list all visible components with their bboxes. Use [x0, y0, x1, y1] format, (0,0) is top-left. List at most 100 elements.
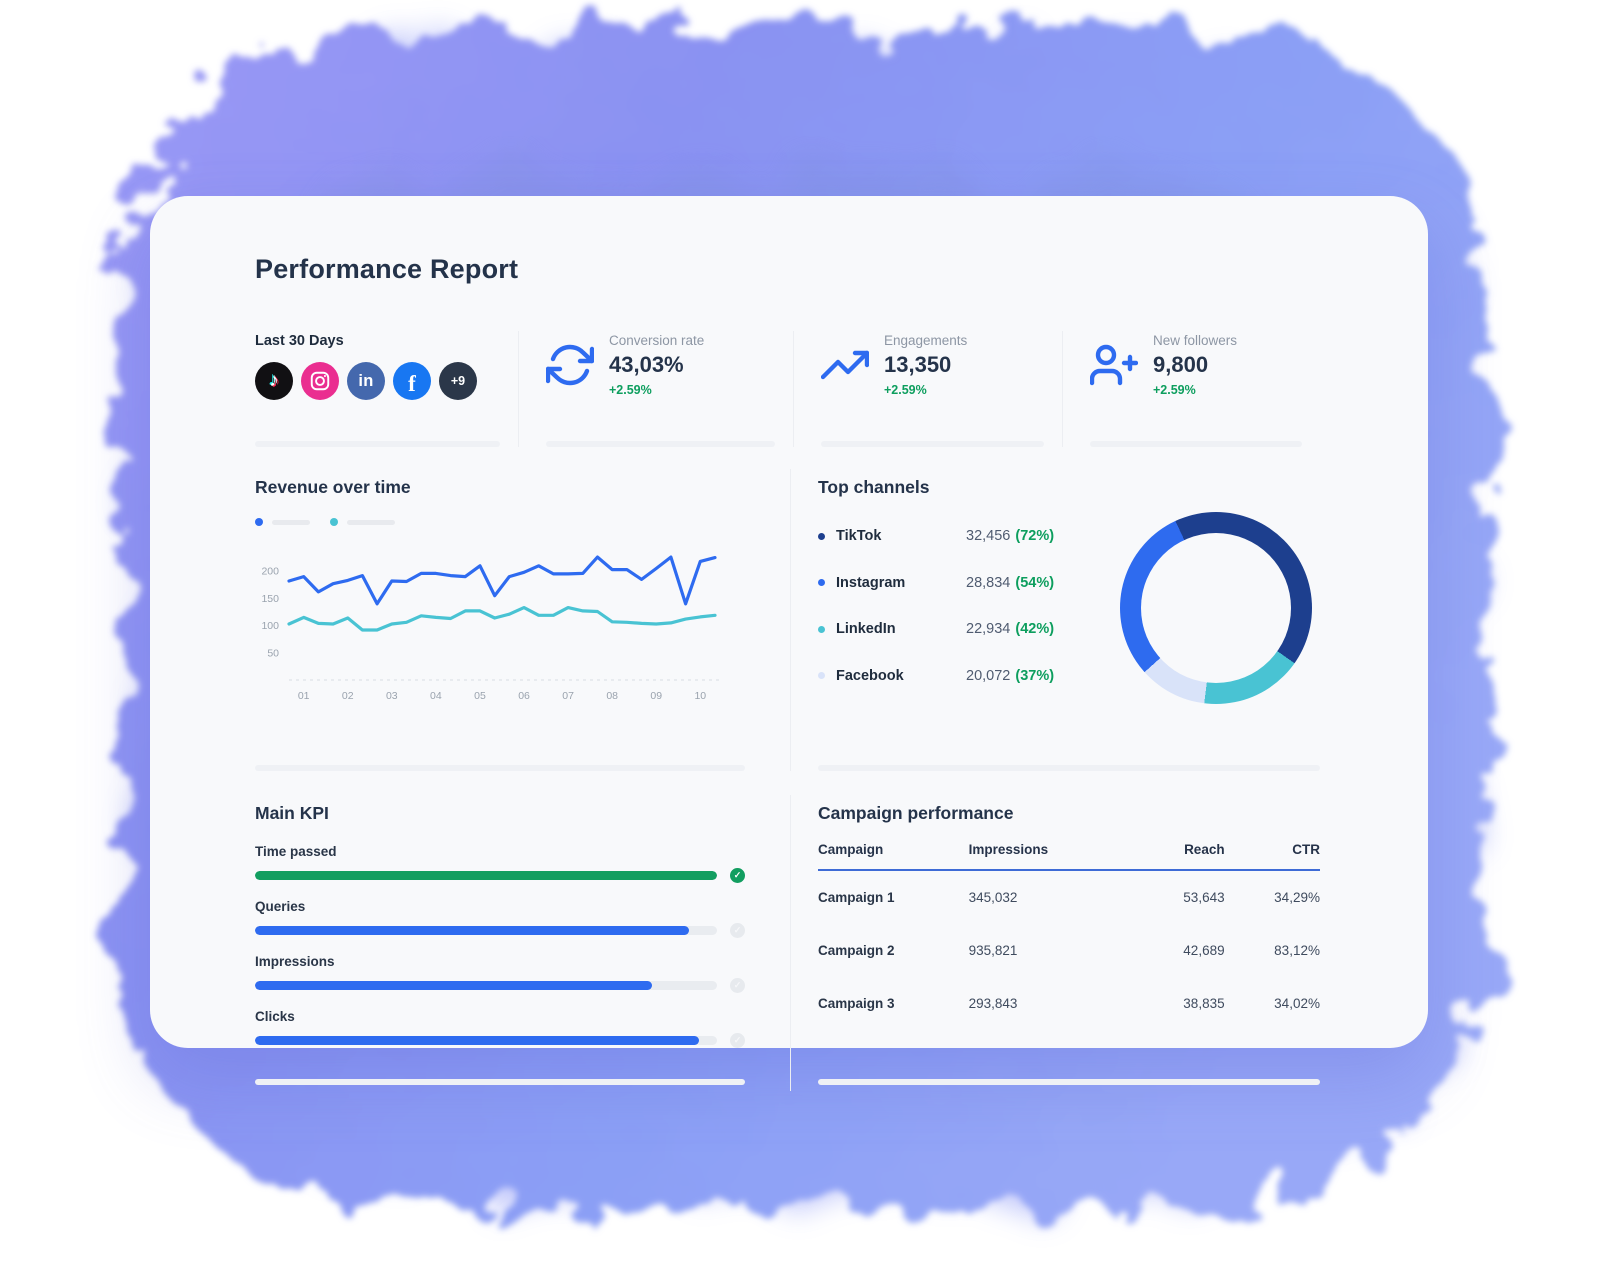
- refresh-icon: [545, 341, 595, 389]
- stat-label: Conversion rate: [609, 333, 705, 348]
- channel-name: Instagram: [836, 574, 906, 591]
- social-icons: ♪ in f +9: [255, 362, 518, 400]
- kpi-progress-track: [255, 926, 717, 935]
- section-divider-band: [818, 765, 1320, 771]
- facebook-f-glyph: f: [408, 371, 416, 396]
- kpi-list: Time passed ✓ Queries ✓ Impressions ✓ Clicks ✓: [255, 844, 745, 1064]
- section-divider-band: [546, 441, 775, 447]
- legend-label-placeholder: [272, 519, 310, 525]
- stat-text: New followers 9,800 +2.59%: [1153, 331, 1237, 397]
- channel-value: 32,456: [966, 528, 1011, 545]
- svg-text:08: 08: [606, 690, 618, 702]
- channels-section: Top channels TikTok 32,456 (72%) Instagram…: [790, 469, 1320, 771]
- channel-value: 28,834: [966, 574, 1011, 591]
- svg-text:100: 100: [261, 620, 279, 632]
- svg-text:150: 150: [261, 593, 279, 605]
- linkedin-in-glyph: in: [358, 371, 374, 390]
- kpi-section: Main KPI Time passed ✓ Queries ✓ Impressions…: [255, 795, 790, 1091]
- campaign-value-cell: 38,835: [1183, 996, 1225, 1011]
- stat-card-inner: Conversion rate 43,03% +2.59%: [545, 331, 793, 397]
- instagram-icon[interactable]: [301, 362, 339, 400]
- campaign-value-cell: 83,12%: [1274, 943, 1320, 958]
- channel-row-facebook: Facebook 20,072 (37%): [818, 653, 1114, 700]
- table-row: Campaign 1 345,032 53,643 34,29%: [818, 871, 1320, 924]
- trending-up-icon: [820, 341, 870, 389]
- stats-row: Last 30 Days ♪ in f +9 Conversion rate 43,03…: [255, 331, 1320, 447]
- facebook-icon[interactable]: f: [393, 362, 431, 400]
- kpi-progress-fill: [255, 926, 690, 935]
- campaign-table: Campaign Impressions Reach CTR Campaign 1 34…: [818, 842, 1320, 1030]
- revenue-section: Revenue over time 200 150 100 50 01 02 03 04 05 0…: [255, 469, 790, 771]
- column-header-campaign: Campaign: [818, 842, 884, 857]
- kpi-item-time-passed: Time passed ✓: [255, 844, 745, 883]
- svg-text:05: 05: [474, 690, 486, 702]
- kpi-title: Main KPI: [255, 803, 329, 823]
- channel-name: TikTok: [836, 528, 882, 545]
- channel-row-instagram: Instagram 28,834 (54%): [818, 560, 1114, 607]
- channel-percent: (72%): [1015, 528, 1055, 545]
- check-badge-muted-icon: ✓: [730, 1033, 745, 1048]
- campaign-value-cell: 935,821: [968, 943, 1018, 958]
- channels-title: Top channels: [818, 477, 930, 497]
- campaign-name-cell: Campaign 2: [818, 943, 895, 958]
- campaign-value-cell: 34,02%: [1274, 996, 1320, 1011]
- stat-card-engagements: Engagements 13,350 +2.59%: [793, 331, 1062, 447]
- channel-row-tiktok: TikTok 32,456 (72%): [818, 513, 1114, 560]
- kpi-progress-track: [255, 981, 717, 990]
- channel-dot: [818, 625, 825, 633]
- stat-delta: +2.59%: [609, 383, 652, 397]
- column-header-ctr: CTR: [1292, 842, 1320, 857]
- stat-value: 9,800: [1153, 352, 1209, 377]
- kpi-label: Queries: [255, 899, 306, 914]
- campaign-value-cell: 53,643: [1183, 890, 1225, 905]
- campaign-value-cell: 293,843: [968, 996, 1018, 1011]
- svg-text:07: 07: [562, 690, 574, 702]
- stat-delta: +2.59%: [884, 383, 927, 397]
- more-networks-button[interactable]: +9: [439, 362, 477, 400]
- kpi-progress-fill: [255, 981, 653, 990]
- stat-text: Conversion rate 43,03% +2.59%: [609, 331, 704, 397]
- kpi-label: Impressions: [255, 954, 335, 969]
- table-row: Campaign 3 293,843 38,835 34,02%: [818, 977, 1320, 1030]
- channel-dot: [818, 579, 825, 587]
- column-header-reach: Reach: [1184, 842, 1225, 857]
- campaign-table-body: Campaign 1 345,032 53,643 34,29% Campaign 2 9…: [818, 871, 1320, 1030]
- linkedin-icon[interactable]: in: [347, 362, 385, 400]
- channel-name: Facebook: [836, 667, 904, 684]
- kpi-progress-fill: [255, 871, 717, 880]
- check-badge-icon: ✓: [730, 868, 745, 883]
- tiktok-icon[interactable]: ♪: [255, 362, 293, 400]
- section-divider-band: [1090, 441, 1302, 447]
- campaigns-section: Campaign performance Campaign Impressions…: [790, 795, 1320, 1091]
- kpi-item-clicks: Clicks ✓: [255, 1009, 745, 1048]
- user-plus-icon: [1089, 341, 1139, 389]
- section-divider-band: [821, 441, 1044, 447]
- check-badge-muted-icon: ✓: [730, 923, 745, 938]
- svg-text:10: 10: [694, 690, 706, 702]
- channel-percent: (54%): [1015, 574, 1055, 591]
- channel-row-linkedin: LinkedIn 22,934 (42%): [818, 606, 1114, 653]
- kpi-bar-row: ✓: [255, 978, 745, 993]
- legend-dot: [255, 518, 263, 526]
- stat-card-inner: New followers 9,800 +2.59%: [1089, 331, 1320, 397]
- chart-legend: [255, 518, 745, 526]
- stat-delta: +2.59%: [1153, 383, 1196, 397]
- legend-item-series-blue[interactable]: [255, 518, 310, 526]
- stat-card-new-followers: New followers 9,800 +2.59%: [1062, 331, 1320, 447]
- report-card: Performance Report Last 30 Days ♪ in f +9 C…: [150, 196, 1428, 1091]
- kpi-item-queries: Queries ✓: [255, 899, 745, 938]
- tiktok-note-glyph: ♪: [269, 370, 279, 391]
- svg-text:200: 200: [261, 566, 279, 578]
- kpi-label: Time passed: [255, 844, 337, 859]
- kpi-item-impressions: Impressions ✓: [255, 954, 745, 993]
- channel-percent: (37%): [1015, 667, 1055, 684]
- kpi-bar-row: ✓: [255, 868, 745, 883]
- campaign-value-cell: 34,29%: [1274, 890, 1320, 905]
- legend-label-placeholder: [347, 519, 395, 525]
- stat-value: 43,03%: [609, 352, 684, 377]
- revenue-chart: 200 150 100 50 01 02 03 04 05 06 07 08 09 10: [255, 532, 745, 715]
- campaign-table-header: Campaign Impressions Reach CTR: [818, 842, 1320, 871]
- kpi-bar-row: ✓: [255, 923, 745, 938]
- check-badge-muted-icon: ✓: [730, 978, 745, 993]
- legend-item-series-teal[interactable]: [330, 518, 395, 526]
